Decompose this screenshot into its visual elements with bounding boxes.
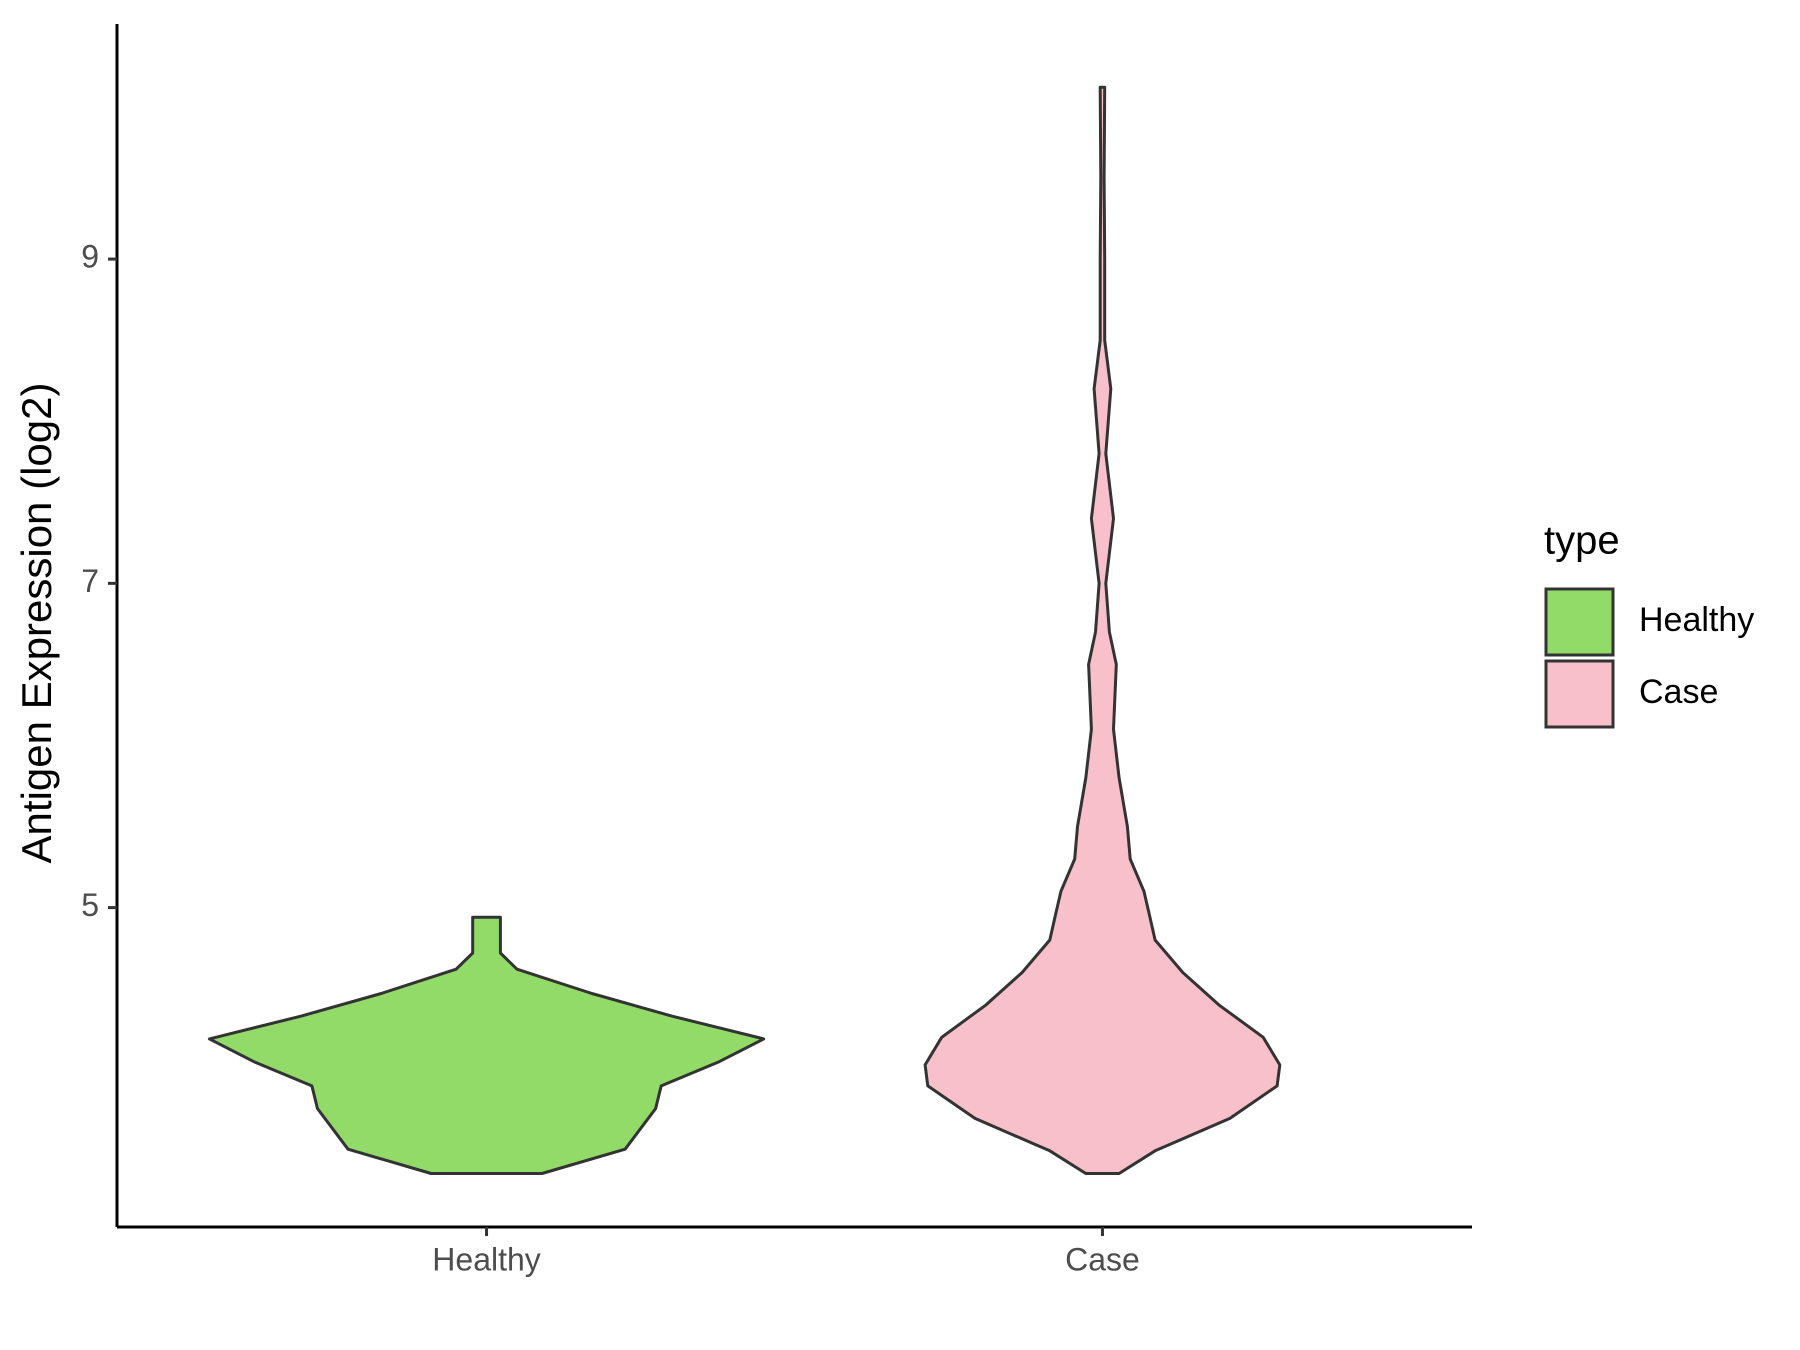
y-tick-label: 9 [81, 239, 99, 275]
x-tick-label: Healthy [432, 1241, 541, 1277]
y-axis-title: Antigen Expression (log2) [13, 383, 60, 864]
legend-title: type [1544, 519, 1620, 563]
x-tick-label: Case [1065, 1241, 1140, 1277]
y-tick-label: 7 [81, 563, 99, 599]
violin [923, 85, 1282, 1175]
legend-label: Case [1639, 673, 1718, 711]
violin [207, 915, 766, 1175]
legend-label: Healthy [1639, 601, 1754, 639]
legend-key [1544, 587, 1615, 657]
y-tick-label: 5 [81, 887, 99, 923]
legend-key [1544, 659, 1615, 729]
